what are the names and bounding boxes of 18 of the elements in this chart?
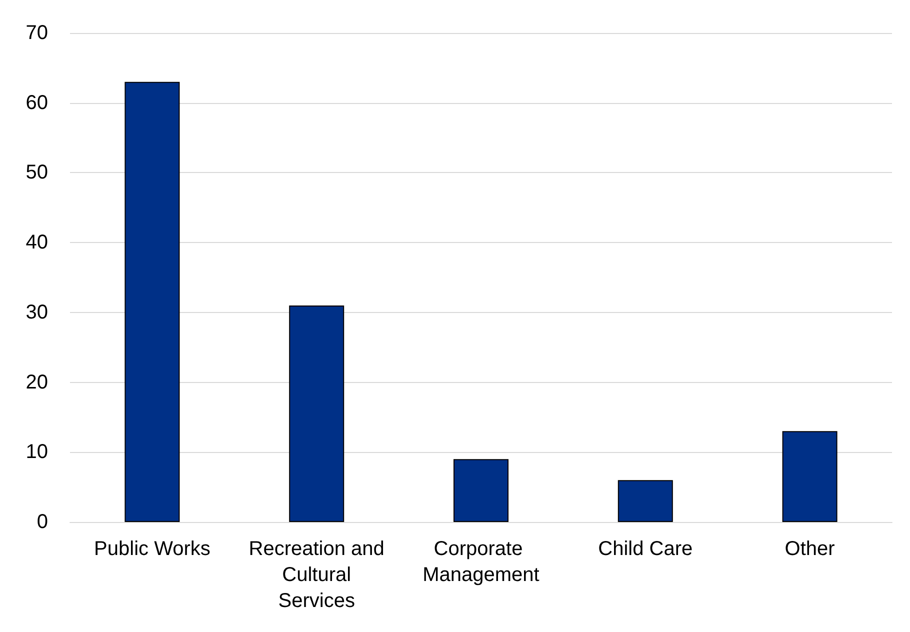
x-tick-label: Other [784,538,836,560]
y-tick-label: 60 [26,92,48,114]
y-tick-label: 30 [26,301,48,324]
x-tick-label: Child Care [598,538,693,560]
y-tick-label: 10 [26,441,48,464]
bar [618,480,673,522]
y-tick-label: 20 [26,371,48,394]
y-tick-label: 40 [26,232,48,254]
x-tick-label: Public Works [94,538,210,560]
y-tick-label: 50 [26,162,48,184]
y-tick-label: 0 [36,511,48,533]
bar [289,305,344,522]
bar [454,459,508,522]
y-tick-label: 70 [26,22,48,44]
x-tick-label: Corporate Management [422,538,540,586]
x-tick-label: Recreation and Cultural Services [248,538,384,612]
bar [782,431,838,522]
bar [124,82,180,522]
